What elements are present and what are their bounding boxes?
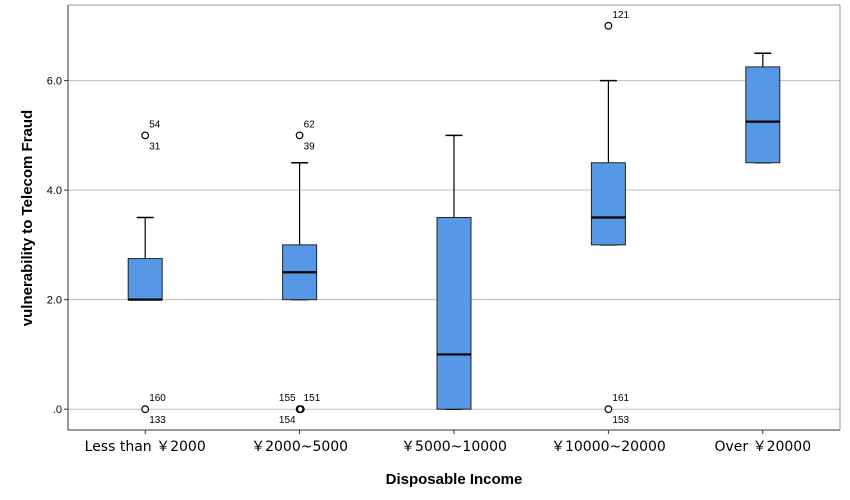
x-tick-label: ￥5000~10000 — [401, 439, 507, 455]
box-iqr — [436, 217, 472, 410]
outlier-label: 54 — [149, 119, 161, 130]
x-tick-label: ￥2000~5000 — [251, 439, 348, 455]
box-group — [127, 131, 163, 414]
outlier-label: 155 — [279, 393, 296, 404]
outlier-label: 62 — [304, 119, 316, 130]
box-group — [590, 21, 626, 414]
x-tick-label: ￥10000~20000 — [551, 439, 666, 455]
x-tick-label: Less than ￥2000 — [85, 439, 206, 455]
axes-group — [67, 4, 841, 431]
x-axis-title: Disposable Income — [386, 471, 523, 488]
outlier-label: 133 — [149, 415, 166, 426]
outlier-label: 31 — [149, 141, 161, 152]
outlier-point — [296, 405, 305, 414]
y-tick-label: 4.0 — [47, 185, 62, 197]
box-group — [282, 131, 318, 414]
box-iqr — [590, 162, 626, 246]
outlier-point — [604, 21, 613, 30]
box-group — [745, 52, 781, 164]
labels-group: .0 2.0 4.0 6.0 Less than ￥2000 ￥2000~5000 ￥500… — [47, 10, 811, 455]
outlier-label: 160 — [149, 393, 166, 404]
outlier-label: 154 — [279, 415, 296, 426]
outlier-label: 151 — [304, 393, 321, 404]
outlier-label: 121 — [612, 10, 629, 21]
x-tick-label: Over ￥20000 — [714, 439, 811, 455]
outlier-point — [295, 131, 304, 140]
outlier-point — [604, 405, 613, 414]
boxes-group — [127, 21, 781, 414]
outlier-label: 39 — [304, 141, 316, 152]
y-tick-label: 2.0 — [47, 295, 62, 307]
outlier-point — [141, 405, 150, 414]
y-tick-label: .0 — [53, 404, 62, 416]
box-group — [436, 134, 472, 410]
outlier-point — [141, 131, 150, 140]
y-tick-label: 6.0 — [47, 76, 62, 88]
outlier-label: 161 — [612, 393, 629, 404]
y-axis-title: vulnerability to Telecom Fraud — [19, 110, 36, 326]
box-iqr — [127, 258, 163, 301]
box-iqr — [745, 66, 781, 164]
outlier-label: 153 — [612, 415, 629, 426]
